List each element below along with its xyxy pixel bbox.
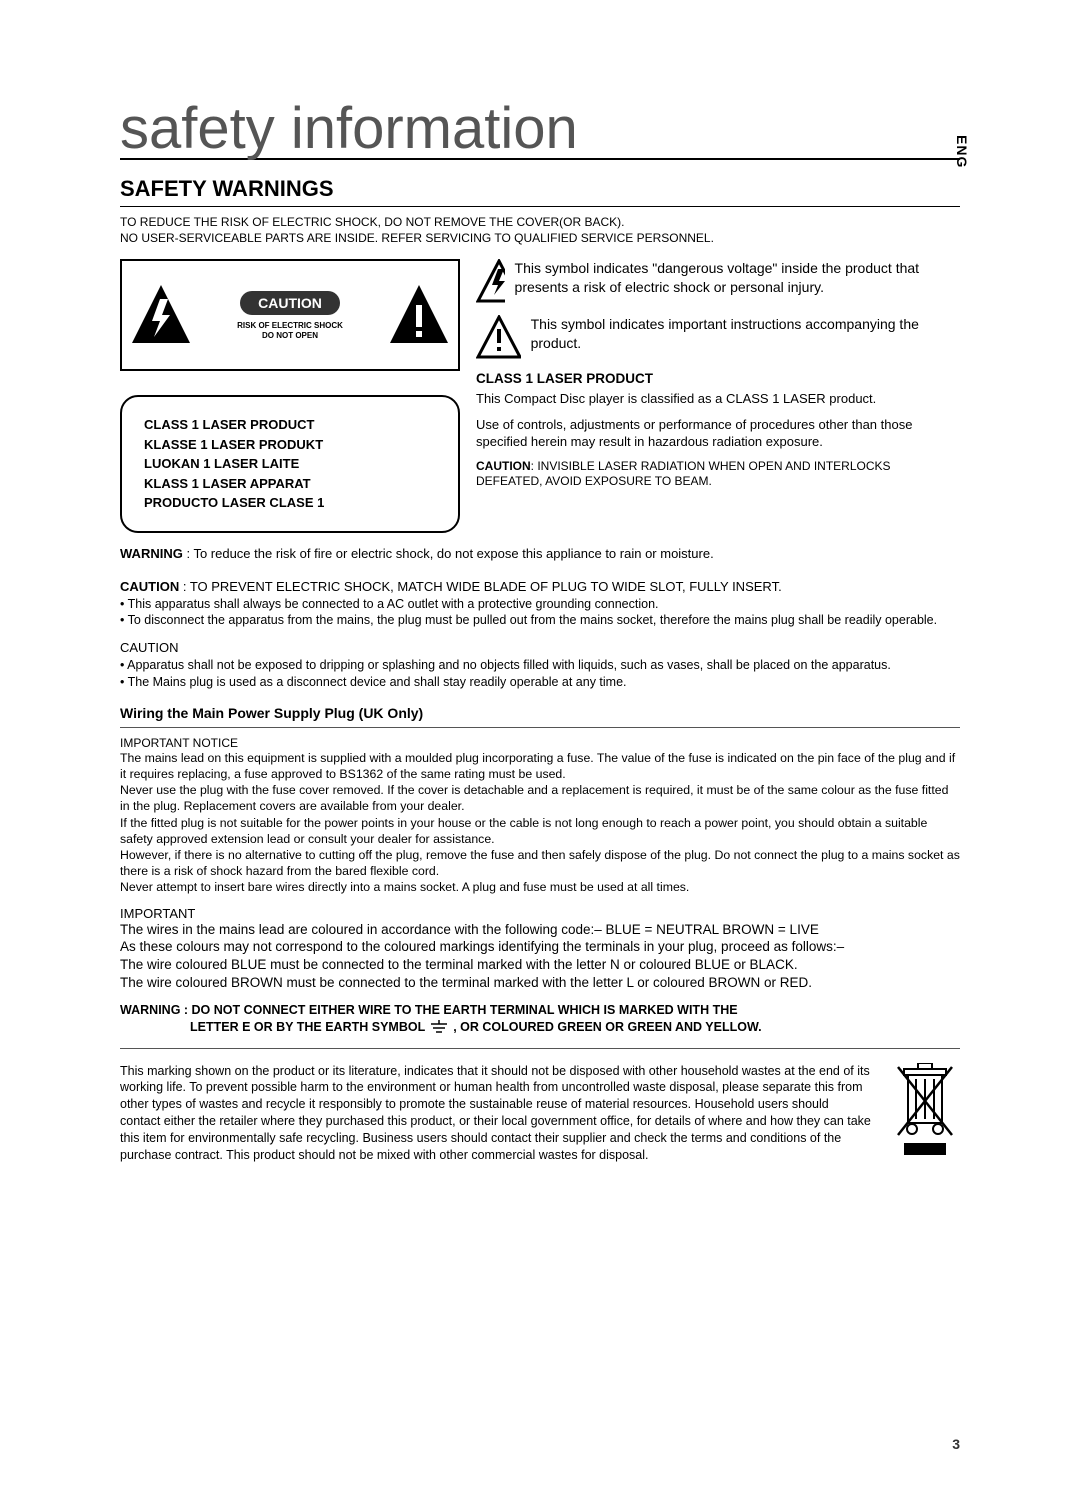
- class-body-2: Use of controls, adjustments or performa…: [476, 416, 960, 451]
- intro-line-2: NO USER-SERVICEABLE PARTS ARE INSIDE. RE…: [120, 231, 960, 245]
- bullet-4: The Mains plug is used as a disconnect d…: [120, 674, 960, 691]
- page-number: 3: [952, 1436, 960, 1452]
- intro-line-1: TO REDUCE THE RISK OF ELECTRIC SHOCK, DO…: [120, 215, 960, 229]
- earth-symbol-icon: [429, 1020, 449, 1034]
- caution-sub-1: RISK OF ELECTRIC SHOCK: [192, 321, 388, 331]
- important-notice-head: IMPORTANT NOTICE: [120, 736, 960, 750]
- wiring-heading: Wiring the Main Power Supply Plug (UK On…: [120, 705, 960, 721]
- laser-line-5: PRODUCTO LASER CLASE 1: [144, 493, 436, 513]
- caution-para-label: CAUTION: [120, 579, 179, 594]
- laser-line-1: CLASS 1 LASER PRODUCT: [144, 415, 436, 435]
- divider-1: [120, 727, 960, 728]
- weee-bin-icon: [890, 1063, 960, 1163]
- warning-label: WARNING: [120, 546, 183, 561]
- page-title: safety information: [120, 100, 960, 160]
- bullet-3: Apparatus shall not be exposed to drippi…: [120, 657, 960, 674]
- earth-warning: WARNING : DO NOT CONNECT EITHER WIRE TO …: [120, 1002, 960, 1036]
- caution-para-text: : TO PREVENT ELECTRIC SHOCK, MATCH WIDE …: [179, 579, 781, 594]
- earth-warning-line2a: LETTER E OR BY THE EARTH SYMBOL: [190, 1019, 425, 1036]
- language-tab: ENG: [954, 135, 970, 168]
- bullet-1: This apparatus shall always be connected…: [120, 596, 960, 613]
- section-heading: SAFETY WARNINGS: [120, 176, 960, 207]
- important-notice-body: The mains lead on this equipment is supp…: [120, 750, 960, 896]
- left-column: CAUTION RISK OF ELECTRIC SHOCK DO NOT OP…: [120, 259, 460, 533]
- class-heading: CLASS 1 LASER PRODUCT: [476, 371, 960, 386]
- important-body: The wires in the mains lead are coloured…: [120, 921, 960, 992]
- lightning-triangle-small-icon: [476, 259, 505, 305]
- right-column: This symbol indicates "dangerous voltage…: [476, 259, 960, 533]
- caution-pill: CAUTION: [240, 291, 340, 315]
- laser-line-2: KLASSE 1 LASER PRODUKT: [144, 435, 436, 455]
- caution2-label: CAUTION: [120, 639, 960, 657]
- class-caution-label: CAUTION: [476, 459, 531, 473]
- exclamation-triangle-icon: [388, 281, 450, 351]
- caution-sub-2: DO NOT OPEN: [192, 331, 388, 341]
- warning-text: : To reduce the risk of fire or electric…: [183, 546, 714, 561]
- recycle-text: This marking shown on the product or its…: [120, 1063, 872, 1164]
- bullet-2: To disconnect the apparatus from the mai…: [120, 612, 960, 629]
- lightning-triangle-icon: [130, 281, 192, 351]
- earth-warning-line1: WARNING : DO NOT CONNECT EITHER WIRE TO …: [120, 1002, 960, 1019]
- class-caution-text: : INVISIBLE LASER RADIATION WHEN OPEN AN…: [476, 459, 891, 489]
- class-caution: CAUTION: INVISIBLE LASER RADIATION WHEN …: [476, 459, 960, 490]
- laser-line-4: KLASS 1 LASER APPARAT: [144, 474, 436, 494]
- divider-2: [120, 1048, 960, 1049]
- exclamation-triangle-small-icon: [476, 315, 521, 361]
- laser-class-box: CLASS 1 LASER PRODUCT KLASSE 1 LASER PRO…: [120, 395, 460, 533]
- caution-paragraph: CAUTION : TO PREVENT ELECTRIC SHOCK, MAT…: [120, 578, 960, 596]
- class-body-1: This Compact Disc player is classified a…: [476, 390, 960, 408]
- caution-box: CAUTION RISK OF ELECTRIC SHOCK DO NOT OP…: [120, 259, 460, 371]
- important-head: IMPORTANT: [120, 906, 960, 921]
- symbol-1-text: This symbol indicates "dangerous voltage…: [515, 259, 960, 297]
- warning-paragraph: WARNING : To reduce the risk of fire or …: [120, 545, 960, 563]
- earth-warning-line2b: , OR COLOURED GREEN OR GREEN AND YELLOW.: [453, 1019, 761, 1036]
- laser-line-3: LUOKAN 1 LASER LAITE: [144, 454, 436, 474]
- symbol-2-text: This symbol indicates important instruct…: [531, 315, 960, 353]
